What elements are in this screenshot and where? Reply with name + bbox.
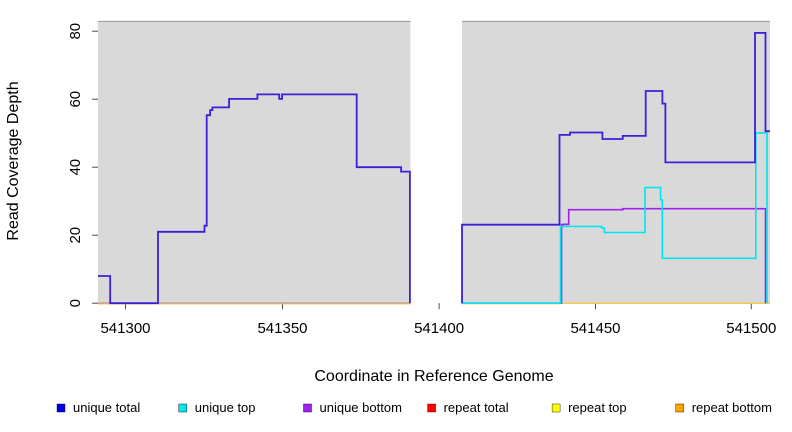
svg-text:541350: 541350 xyxy=(257,320,307,337)
svg-text:20: 20 xyxy=(67,227,84,244)
svg-text:0: 0 xyxy=(67,299,84,307)
svg-text:541500: 541500 xyxy=(726,320,776,337)
svg-text:unique bottom: unique bottom xyxy=(320,400,402,415)
svg-text:80: 80 xyxy=(67,23,84,40)
svg-text:541450: 541450 xyxy=(570,320,620,337)
svg-text:repeat top: repeat top xyxy=(568,400,627,415)
svg-text:541300: 541300 xyxy=(100,320,150,337)
svg-text:40: 40 xyxy=(67,159,84,176)
svg-text:541400: 541400 xyxy=(414,320,464,337)
svg-text:repeat total: repeat total xyxy=(444,400,509,415)
svg-text:60: 60 xyxy=(67,91,84,108)
svg-text:unique top: unique top xyxy=(195,400,256,415)
svg-text:unique total: unique total xyxy=(73,400,140,415)
svg-text:Coordinate in Reference Genome: Coordinate in Reference Genome xyxy=(314,368,553,385)
svg-text:repeat bottom: repeat bottom xyxy=(692,400,772,415)
svg-text:Read Coverage Depth: Read Coverage Depth xyxy=(5,81,22,240)
